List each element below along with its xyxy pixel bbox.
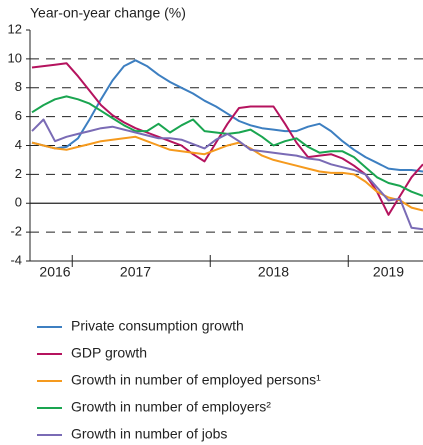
legend-label: GDP growth — [71, 345, 147, 361]
x-tick-label: 2018 — [258, 264, 289, 280]
y-tick-label: 0 — [15, 195, 22, 210]
chart-title: Year-on-year change (%) — [30, 5, 186, 21]
y-tick-label: 10 — [8, 50, 22, 65]
y-tick-label: -4 — [10, 252, 22, 267]
y-tick-label: 2 — [15, 166, 22, 181]
legend-label: Growth in number of employers² — [71, 399, 271, 415]
x-tick-label: 2017 — [120, 264, 151, 280]
legend-label: Growth in number of employed persons¹ — [71, 372, 321, 388]
y-tick-label: 12 — [8, 21, 22, 36]
series-line — [31, 62, 423, 216]
y-tick-label: -2 — [10, 224, 22, 239]
y-tick-label: 6 — [15, 108, 22, 123]
series-line — [31, 118, 423, 231]
x-tick-label: 2016 — [39, 264, 70, 280]
series-line — [31, 135, 423, 212]
x-tick-label: 2019 — [373, 264, 404, 280]
series-line — [31, 59, 423, 173]
y-tick-label: 4 — [15, 137, 22, 152]
legend-label: Growth in number of jobs — [71, 426, 227, 442]
legend-label: Private consumption growth — [71, 318, 244, 334]
y-tick-label: 8 — [15, 79, 22, 94]
